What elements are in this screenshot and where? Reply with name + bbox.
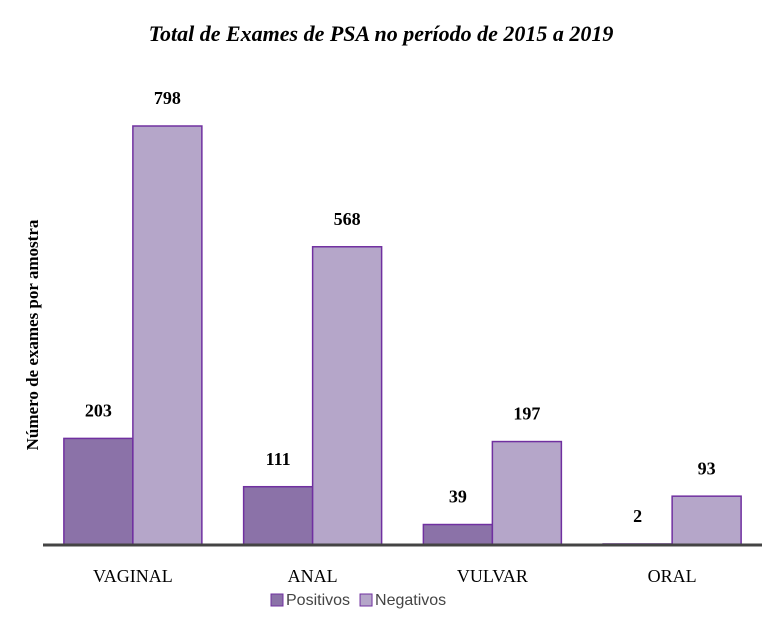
data-label: 93 [698, 458, 716, 478]
bar [311, 246, 383, 546]
bar [671, 495, 742, 546]
x-tick-label: VULVAR [457, 566, 528, 586]
data-label: 568 [334, 209, 361, 229]
x-tick-label: ORAL [648, 566, 697, 586]
bar [132, 125, 203, 546]
bar [422, 523, 494, 546]
data-label: 39 [449, 487, 467, 507]
data-label: 197 [513, 404, 540, 424]
bar [242, 485, 314, 546]
data-label: 111 [266, 449, 291, 469]
chart-title: Total de Exames de PSA no período de 201… [149, 21, 614, 46]
bar [63, 437, 134, 546]
data-label: 2 [633, 506, 642, 526]
legend-label: Negativos [375, 592, 446, 609]
bar [491, 440, 563, 546]
legend-swatch [359, 593, 373, 607]
data-label: 798 [154, 88, 181, 108]
x-tick-label: VAGINAL [93, 566, 173, 586]
y-axis-label: Número de exames por amostra [23, 219, 42, 450]
legend-swatch [270, 593, 284, 607]
legend-label: Positivos [286, 592, 350, 609]
x-tick-label: ANAL [288, 566, 338, 586]
data-label: 203 [85, 401, 112, 421]
